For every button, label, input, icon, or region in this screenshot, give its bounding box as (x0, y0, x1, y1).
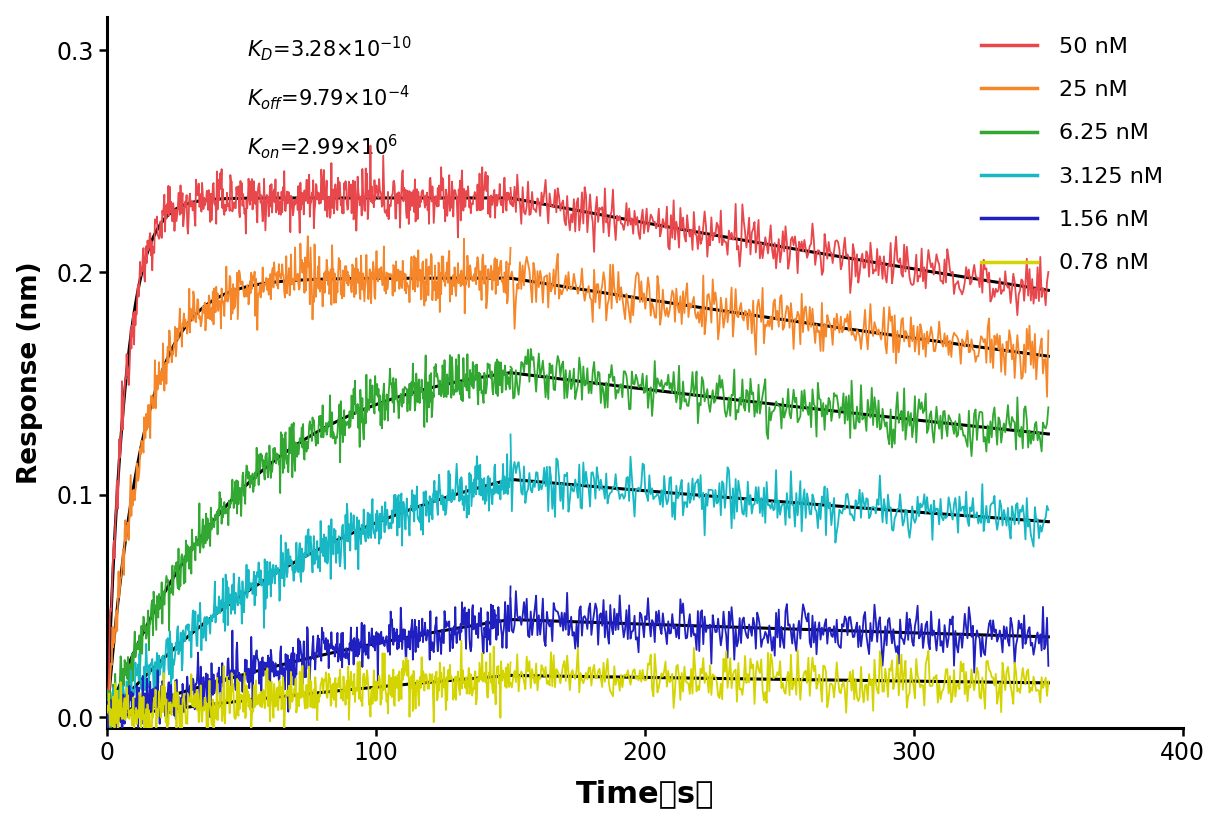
X-axis label: Time（s）: Time（s） (576, 780, 714, 808)
Y-axis label: Response (nm): Response (nm) (17, 262, 43, 483)
Legend: 50 nM, 25 nM, 6.25 nM, 3.125 nM, 1.56 nM, 0.78 nM: 50 nM, 25 nM, 6.25 nM, 3.125 nM, 1.56 nM… (973, 28, 1172, 282)
Text: $K_D$=3.28×10$^{-10}$
$K_{off}$=9.79×10$^{-4}$
$K_{on}$=2.99×10$^{6}$: $K_D$=3.28×10$^{-10}$ $K_{off}$=9.79×10$… (247, 35, 412, 161)
